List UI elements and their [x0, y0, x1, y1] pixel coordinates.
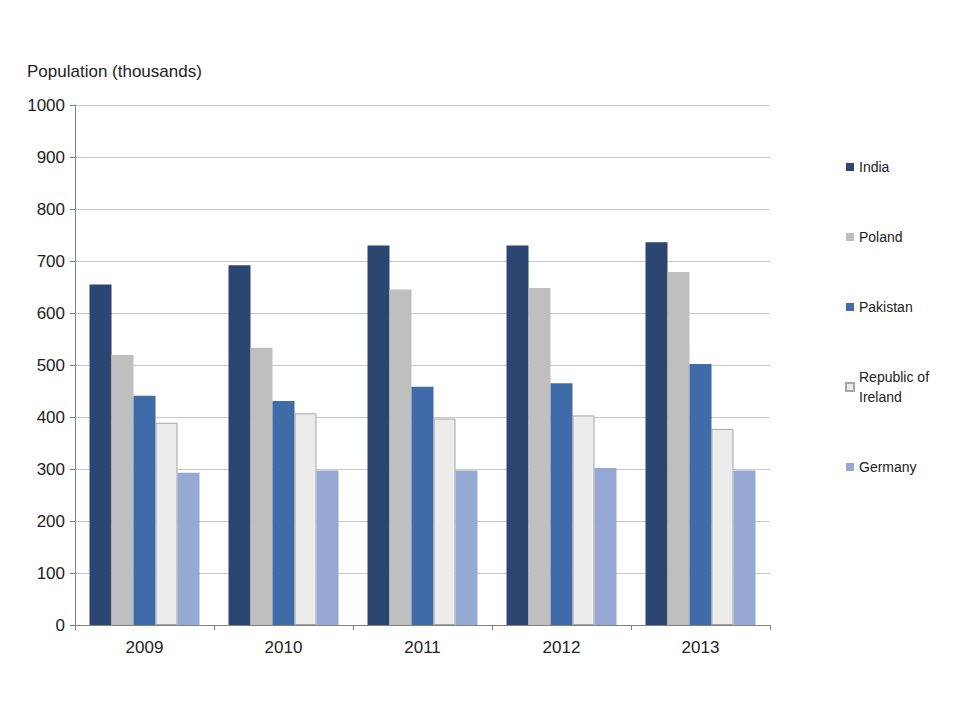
svg-text:Germany: Germany [859, 459, 917, 475]
svg-text:2013: 2013 [682, 638, 720, 657]
svg-text:2012: 2012 [543, 638, 581, 657]
svg-text:800: 800 [37, 200, 65, 219]
svg-text:Population (thousands): Population (thousands) [27, 62, 202, 81]
svg-text:Pakistan: Pakistan [859, 299, 913, 315]
svg-text:600: 600 [37, 304, 65, 323]
svg-text:100: 100 [37, 564, 65, 583]
svg-text:2010: 2010 [265, 638, 303, 657]
svg-text:700: 700 [37, 252, 65, 271]
svg-text:200: 200 [37, 512, 65, 531]
svg-text:2009: 2009 [126, 638, 164, 657]
svg-text:1000: 1000 [27, 96, 65, 115]
svg-text:300: 300 [37, 460, 65, 479]
svg-text:900: 900 [37, 148, 65, 167]
svg-text:2011: 2011 [404, 638, 441, 657]
svg-text:400: 400 [37, 408, 65, 427]
svg-text:0: 0 [56, 616, 65, 635]
svg-text:Ireland: Ireland [859, 389, 902, 405]
svg-text:Poland: Poland [859, 229, 903, 245]
svg-text:India: India [859, 159, 890, 175]
svg-text:Republic of: Republic of [859, 369, 933, 385]
svg-text:500: 500 [37, 356, 65, 375]
